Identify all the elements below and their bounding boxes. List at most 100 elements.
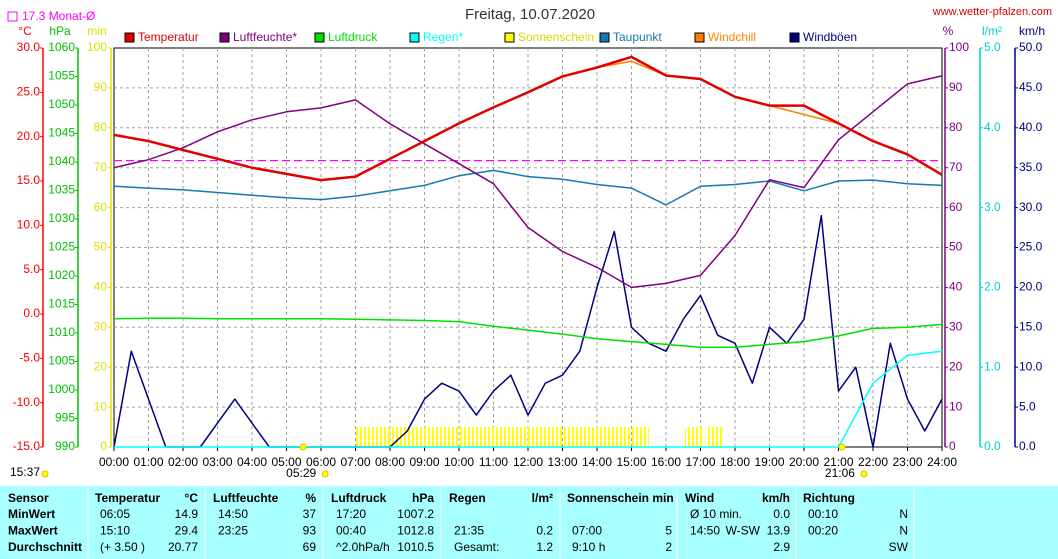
row-label: MinWert <box>8 507 55 521</box>
avg-icon <box>7 11 18 22</box>
x-tick-label: 18:00 <box>720 455 750 469</box>
sunshine-bar <box>493 427 511 447</box>
y-tick-label: 1060 <box>48 40 75 54</box>
y-tick-label: 2.0 <box>984 280 1001 294</box>
x-tick-label: 00:00 <box>99 455 129 469</box>
y-tick-label: 1.0 <box>984 359 1001 373</box>
table-unit: km/h <box>762 491 790 505</box>
x-tick-label: 24:00 <box>927 455 957 469</box>
axis-unit: % <box>943 24 954 38</box>
legend-label: Windböen <box>803 30 857 44</box>
sunshine-bar <box>407 427 425 447</box>
sunshine-bar <box>705 427 723 447</box>
y-tick-label: 995 <box>55 411 75 425</box>
legend-label: Temperatur <box>138 30 199 44</box>
y-tick-label: 40.0 <box>1019 120 1043 134</box>
axis-unit: min <box>87 24 106 38</box>
x-tick-label: 10:00 <box>444 455 474 469</box>
x-tick-label: 02:00 <box>168 455 198 469</box>
y-tick-label: 0.0 <box>1019 439 1036 453</box>
table-cell: 1010.5 <box>397 540 434 554</box>
y-tick-label: -10.0 <box>13 395 41 409</box>
y-tick-label: 10.0 <box>1019 359 1043 373</box>
series-line <box>113 169 943 206</box>
y-tick-label: 0.0 <box>984 439 1001 453</box>
table-header: Sensor <box>8 491 49 505</box>
x-tick-label: 21:00 <box>823 455 853 469</box>
y-tick-label: 60 <box>94 200 108 214</box>
legend-label: Luftdruck <box>328 30 378 44</box>
row-label: MaxWert <box>8 524 58 538</box>
table-unit: l/m² <box>532 491 553 505</box>
y-tick-label: 30.0 <box>1019 200 1043 214</box>
x-tick-label: 16:00 <box>651 455 681 469</box>
sunshine-bar <box>614 427 632 447</box>
table-cell: 06:05 <box>100 507 130 521</box>
table-cell: 1012.8 <box>397 524 434 538</box>
y-tick-label: 25.0 <box>17 85 41 99</box>
x-tick-label: 13:00 <box>547 455 577 469</box>
table-cell: (+ 3.50 ) <box>100 540 145 554</box>
table-cell: SW <box>889 540 909 554</box>
y-tick-label: 100 <box>949 40 969 54</box>
row-label: Durchschnitt <box>8 540 82 554</box>
table-cell: 5 <box>665 524 672 538</box>
y-tick-label: 70 <box>94 160 108 174</box>
y-tick-label: 20 <box>94 359 108 373</box>
table-header: Luftdruck <box>331 491 387 505</box>
x-tick-label: 15:00 <box>616 455 646 469</box>
sunshine-bar <box>355 427 373 447</box>
y-tick-label: 20.0 <box>17 129 41 143</box>
sunset-label: 21:06 <box>825 466 855 480</box>
y-tick-label: 990 <box>55 439 75 453</box>
x-tick-label: 05:00 <box>271 455 301 469</box>
sunrise-label: 05:29 <box>286 466 316 480</box>
legend-swatch <box>124 32 135 43</box>
y-tick-label: 15.0 <box>17 173 41 187</box>
table-cell: 23:25 <box>218 524 248 538</box>
y-tick-label: 1000 <box>48 382 75 396</box>
legend-swatch <box>409 32 420 43</box>
table-cell: 20.77 <box>168 540 198 554</box>
y-tick-label: 40 <box>949 280 963 294</box>
table-unit: °C <box>185 491 199 505</box>
sunshine-bar <box>579 427 597 447</box>
x-tick-label: 01:00 <box>133 455 163 469</box>
y-tick-label: 90 <box>949 80 963 94</box>
table-cell: 69 <box>303 540 317 554</box>
x-tick-label: 06:00 <box>306 455 336 469</box>
monthly-average-label: 17.3 Monat-Ø <box>22 9 95 23</box>
y-tick-label: 0.0 <box>23 306 40 320</box>
y-tick-label: 5.0 <box>23 262 40 276</box>
x-tick-label: 17:00 <box>685 455 715 469</box>
table-cell: Ø 10 min. <box>690 507 742 521</box>
legend-swatch <box>694 32 705 43</box>
series-line <box>114 350 943 448</box>
table-header: Temperatur <box>95 491 160 505</box>
sun-icon <box>321 470 329 478</box>
y-tick-label: 3.0 <box>984 200 1001 214</box>
table-cell: 07:00 <box>572 524 602 538</box>
table-cell: 00:20 <box>808 524 838 538</box>
updated-label: 15:37 <box>10 465 40 479</box>
sun-icon <box>860 470 868 478</box>
legend-swatch <box>599 32 610 43</box>
y-tick-label: 35.0 <box>1019 160 1043 174</box>
table-cell: 15:10 <box>100 524 130 538</box>
table-cell: N <box>899 524 908 538</box>
legend-label: Sonnenschein <box>518 30 594 44</box>
y-tick-label: 90 <box>94 80 108 94</box>
sunshine-bar <box>684 427 703 447</box>
sun-icon <box>41 470 49 478</box>
sunshine-bar <box>476 427 494 447</box>
x-tick-label: 14:00 <box>582 455 612 469</box>
x-tick-label: 07:00 <box>340 455 370 469</box>
axis-unit: hPa <box>49 24 71 38</box>
table-unit: % <box>305 491 316 505</box>
table-header: Luftfeuchte <box>213 491 279 505</box>
y-tick-label: 1015 <box>48 297 75 311</box>
x-tick-label: 12:00 <box>513 455 543 469</box>
sunshine-bar <box>562 427 580 447</box>
table-cell: ^2.0hPa/h <box>336 540 390 554</box>
